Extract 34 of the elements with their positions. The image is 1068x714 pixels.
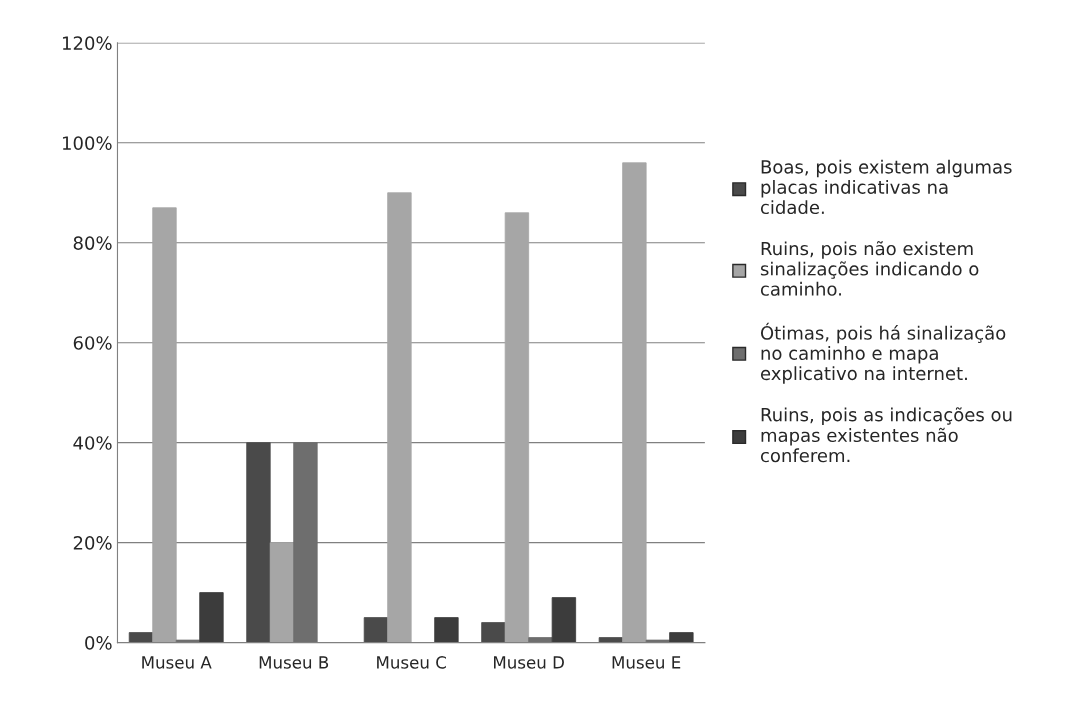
y-tick-label: 100% (62, 136, 112, 150)
bar (434, 617, 459, 643)
bar (269, 542, 295, 643)
bar (645, 639, 671, 643)
bar (551, 597, 577, 643)
y-tick-label: 0% (85, 636, 112, 650)
bar (622, 162, 647, 643)
bar (528, 637, 553, 643)
bar (175, 639, 201, 643)
bar (199, 592, 224, 643)
x-tick-label: Museu D (494, 656, 564, 669)
x-tick-label: Museu B (259, 656, 329, 669)
y-tick-label: 60% (73, 336, 112, 350)
bar (128, 632, 154, 643)
x-tick-label: Museu A (142, 656, 212, 669)
legend-label: Ótimas, pois há sinalização no caminho e mapa explicativo na internet. (760, 322, 1006, 384)
legend-label: Ruins, pois não existem sinalizações indicando o caminho. (760, 241, 979, 296)
legend-label: Boas, pois existem algumas placas indicativas na cidade. (760, 159, 1012, 215)
bar (293, 442, 318, 643)
legend-label: Ruins, pois as indicações ou mapas existentes não conferem. (760, 407, 1012, 463)
y-tick-label: 20% (73, 536, 112, 550)
bar (387, 192, 412, 643)
bar (481, 622, 506, 643)
bar (152, 207, 177, 643)
x-tick-label: Museu C (377, 656, 446, 669)
bar (598, 637, 624, 643)
x-tick-label: Museu E (612, 656, 681, 669)
bar (669, 632, 694, 643)
bar (246, 442, 271, 643)
bar (363, 617, 389, 643)
bar (504, 212, 530, 643)
y-tick-label: 80% (73, 236, 112, 250)
y-tick-label: 120% (62, 36, 112, 50)
y-tick-label: 40% (73, 436, 112, 450)
